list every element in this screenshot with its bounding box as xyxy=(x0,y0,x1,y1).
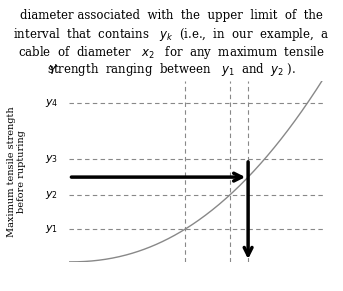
Text: Maximum tensile strength
before rupturing: Maximum tensile strength before rupturin… xyxy=(7,107,26,237)
Text: interval  that  contains   $y_k$  (i.e.,  in  our  example,  a: interval that contains $y_k$ (i.e., in o… xyxy=(13,26,330,43)
Text: $y_1$: $y_1$ xyxy=(45,223,58,235)
Text: diameter associated  with  the  upper  limit  of  the: diameter associated with the upper limit… xyxy=(20,9,323,22)
Text: cable  of  diameter   $x_2$   for  any  maximum  tensile: cable of diameter $x_2$ for any maximum … xyxy=(18,44,325,61)
Text: $y_2$: $y_2$ xyxy=(45,189,58,201)
Text: $y_3$: $y_3$ xyxy=(45,153,58,165)
Text: strength  ranging  between   $y_1$  and  $y_2$ ).: strength ranging between $y_1$ and $y_2$… xyxy=(47,61,296,78)
Text: $Y$: $Y$ xyxy=(48,64,58,77)
Text: $y_4$: $y_4$ xyxy=(45,97,58,109)
